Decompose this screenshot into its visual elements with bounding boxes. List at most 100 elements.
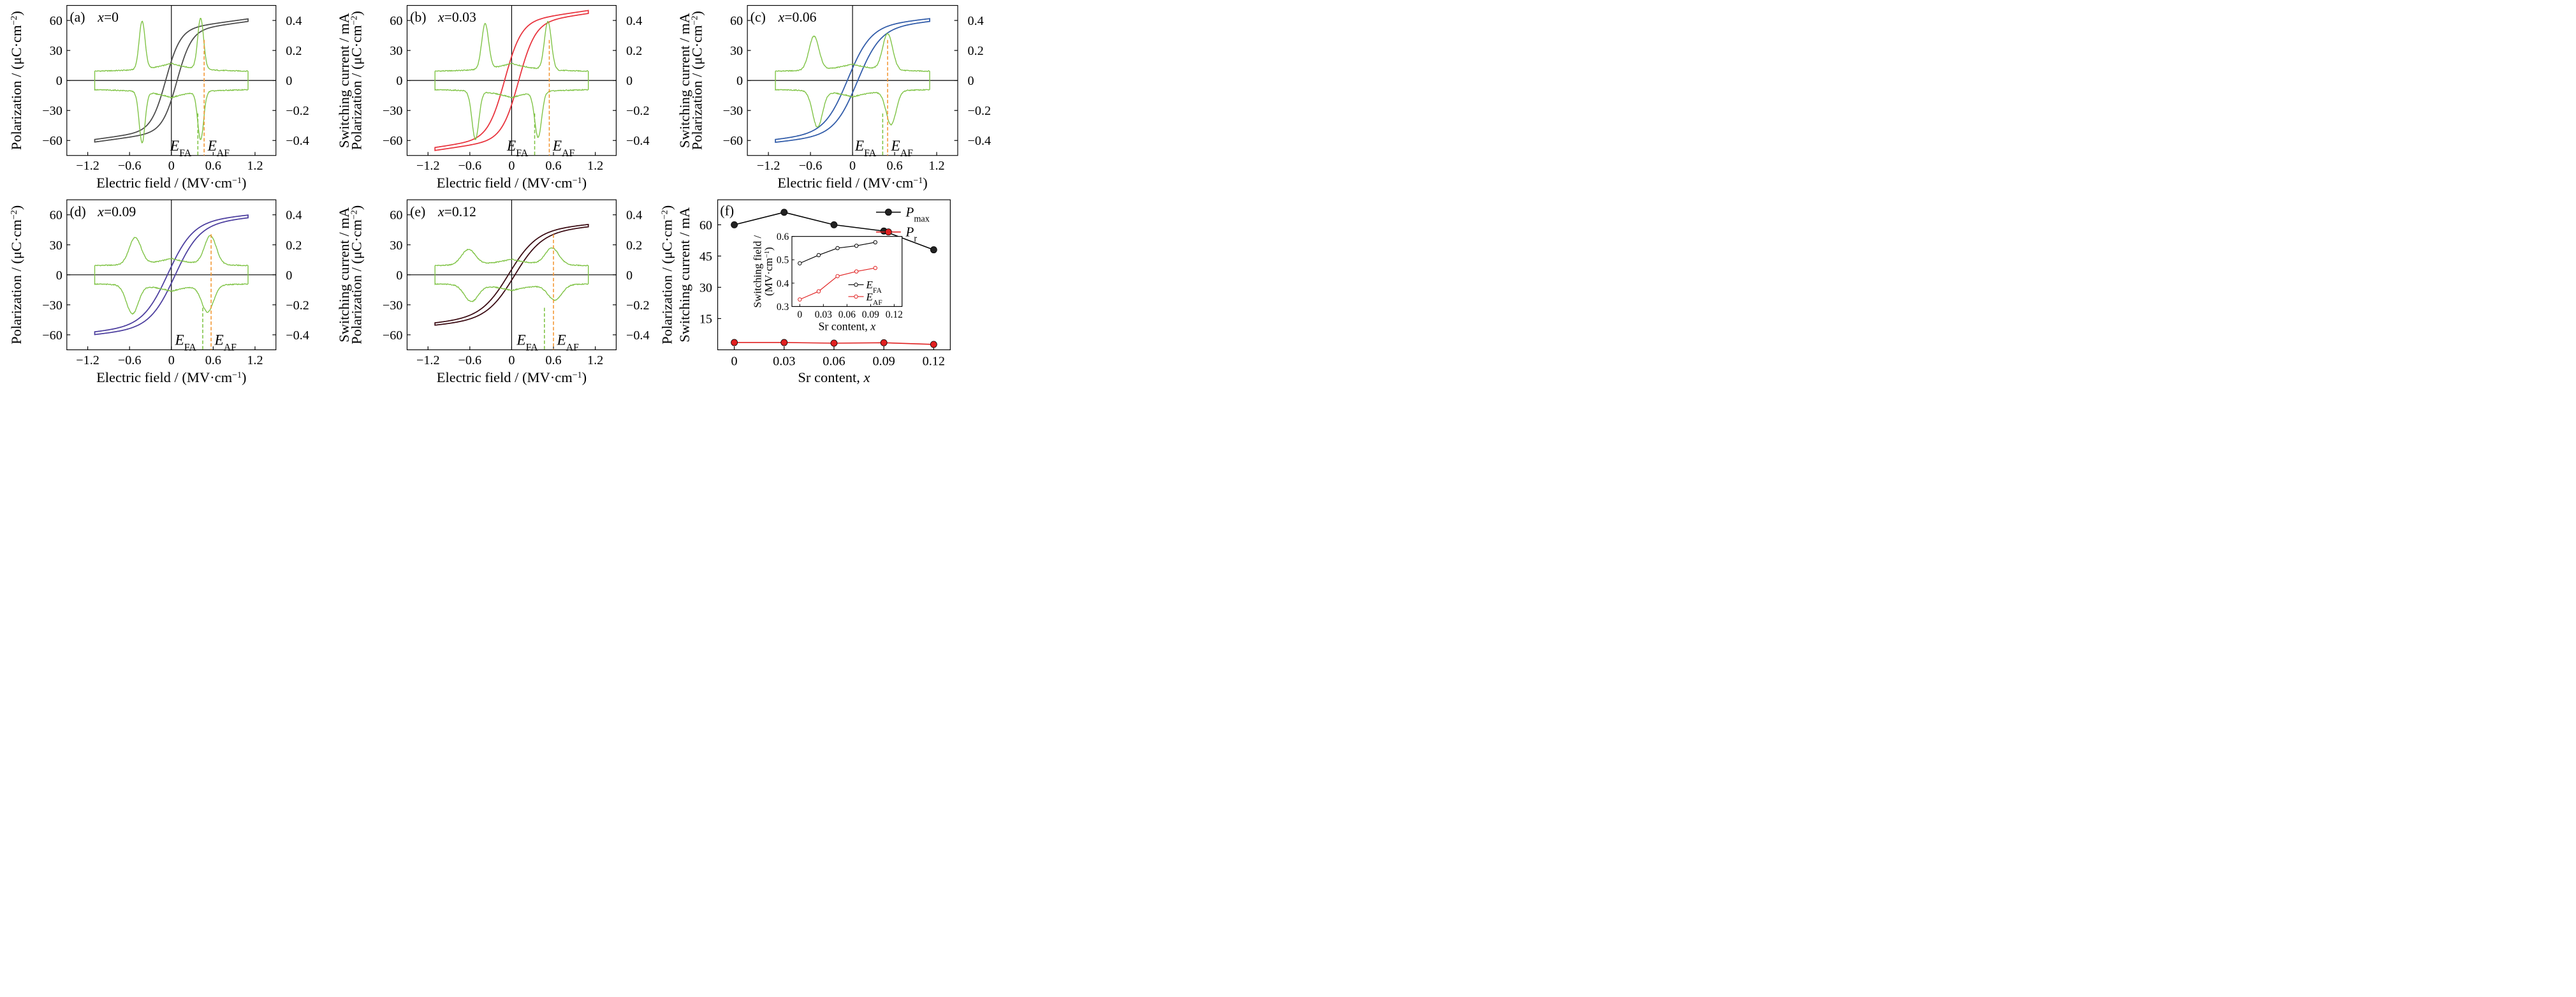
y-tick-label: 15 — [699, 312, 712, 326]
panel-label: (c) — [750, 10, 766, 25]
y2-axis-label: Switching current / mA — [677, 12, 692, 148]
y-tick-label: 30 — [730, 44, 743, 58]
inset-series-point — [873, 265, 877, 270]
y2-tick-label: −0.2 — [968, 104, 992, 118]
y-axis-label: Polarization / (μC·cm−2) — [349, 11, 365, 150]
inset-legend-label: EAF — [865, 291, 882, 307]
x-tick-label: −1.2 — [757, 159, 780, 173]
x-tick-label: 0 — [849, 159, 856, 173]
x-axis-label: Sr content, x — [798, 369, 870, 385]
composition-label: x=0.12 — [437, 204, 476, 219]
composition-label: x=0.09 — [97, 204, 136, 219]
inset-series-point — [816, 253, 821, 258]
x-tick-label: 0 — [508, 159, 515, 173]
y2-tick-label: 0 — [626, 74, 633, 88]
y-tick-label: −60 — [383, 134, 403, 148]
y-tick-label: 60 — [390, 209, 402, 223]
legend-label: Pr — [905, 225, 918, 244]
y-tick-label: 60 — [730, 14, 743, 28]
series-point — [880, 339, 888, 346]
inset-series-point — [798, 297, 802, 302]
y-tick-label: 0 — [396, 74, 402, 88]
y-axis-label: Polarization / (μC·cm−2) — [8, 205, 24, 344]
inset-series-point — [873, 240, 877, 245]
series-point — [731, 221, 738, 228]
y2-tick-label: 0.4 — [968, 14, 984, 28]
y2-tick-label: 0 — [626, 269, 633, 283]
x-tick-label: 0.6 — [545, 159, 561, 173]
e-fa-label: EFA — [174, 332, 196, 353]
legend-marker — [884, 209, 892, 216]
inset-y-axis-label: Switching field / — [751, 235, 763, 307]
series-point — [780, 209, 788, 216]
series-point — [930, 341, 937, 348]
inset-y-axis-label-2: (MV·cm−1) — [763, 247, 775, 296]
x-tick-label: 0 — [168, 353, 175, 367]
switching-current-curve — [94, 235, 249, 315]
y2-tick-label: −0.4 — [626, 329, 650, 343]
y-tick-label: 30 — [50, 239, 62, 253]
y-tick-label: 0 — [56, 269, 62, 283]
panel-label: (a) — [70, 10, 85, 25]
y-tick-label: −60 — [42, 329, 62, 343]
inset-series-point — [854, 269, 859, 274]
e-fa-label: EFA — [506, 138, 529, 159]
x-tick-label: 1.2 — [587, 353, 603, 367]
inset-x-tick-label: 0.03 — [815, 309, 832, 320]
y2-tick-label: −0.4 — [626, 134, 650, 148]
polarization-loop — [434, 223, 589, 326]
x-tick-label: 0.6 — [545, 353, 561, 367]
y2-tick-label: −0.2 — [626, 299, 650, 313]
inset-legend-marker — [854, 283, 858, 287]
y2-tick-label: 0 — [286, 74, 292, 88]
x-axis-label: Electric field / (MV·cm−1) — [777, 175, 927, 191]
y2-axis-label: Switching current / mA — [677, 207, 692, 343]
inset-series-point — [816, 289, 821, 293]
switching-current-curve — [94, 18, 249, 144]
inset-legend-label: EFA — [865, 279, 882, 295]
y-tick-label: 60 — [390, 14, 402, 28]
y-tick-label: −60 — [42, 134, 62, 148]
e-fa-label: EFA — [170, 138, 192, 159]
y2-tick-label: −0.2 — [286, 299, 309, 313]
series-point — [731, 339, 738, 346]
y-tick-label: −30 — [383, 299, 403, 313]
y2-tick-label: 0 — [286, 269, 292, 283]
series-point — [930, 246, 937, 254]
x-tick-label: 0 — [508, 353, 515, 367]
panel-d: −1.2 −0.6 0 0.6 1.2 −60 −30 0 30 60 −0.4 −0.2 0 0.2 0.… — [8, 199, 352, 385]
x-tick-label: −1.2 — [76, 159, 99, 173]
y2-tick-label: 0.4 — [286, 14, 302, 28]
x-tick-label: 1.2 — [587, 159, 603, 173]
x-tick-label: 0.09 — [872, 354, 895, 368]
x-tick-label: 0 — [731, 354, 738, 368]
legend-marker — [884, 228, 892, 236]
switching-current-curve — [775, 33, 930, 128]
series-point — [830, 339, 838, 347]
e-af-label: EAF — [552, 138, 575, 159]
x-tick-label: 0.03 — [773, 354, 795, 368]
y-tick-label: −30 — [42, 299, 62, 313]
y2-tick-label: −0.4 — [968, 134, 992, 148]
y2-tick-label: −0.2 — [626, 104, 650, 118]
y2-tick-label: −0.2 — [286, 104, 309, 118]
composition-label: x=0.06 — [778, 10, 817, 25]
x-tick-label: −0.6 — [799, 159, 823, 173]
panel-label: (f) — [720, 203, 734, 218]
inset-y-tick-label: 0.6 — [777, 232, 789, 242]
inset-series-point — [835, 246, 840, 251]
x-axis-label: Electric field / (MV·cm−1) — [96, 369, 246, 385]
x-tick-label: 0.12 — [923, 354, 945, 368]
inset-x-tick-label: 0.09 — [862, 309, 879, 320]
y-tick-label: −60 — [723, 134, 743, 148]
y-tick-label: −30 — [42, 104, 62, 118]
x-tick-label: −1.2 — [76, 353, 99, 367]
x-tick-label: −0.6 — [458, 159, 482, 173]
e-af-label: EAF — [214, 332, 237, 353]
legend-label: Pmax — [905, 205, 930, 225]
composition-label: x=0.03 — [437, 10, 476, 25]
y-tick-label: 0 — [56, 74, 62, 88]
inset-series-point — [835, 274, 840, 279]
panel-label: (b) — [410, 10, 426, 25]
panel-label: (d) — [70, 204, 85, 219]
